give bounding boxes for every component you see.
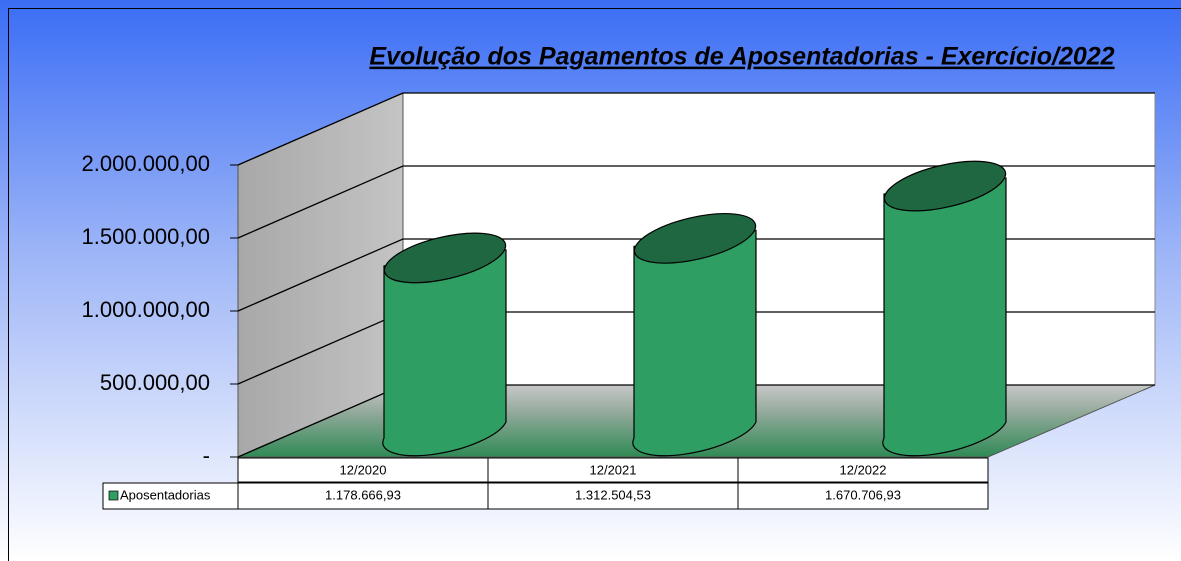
table-cell: [237, 457, 489, 483]
cylinder-body: [882, 177, 1007, 457]
legend-label: Aposentadorias: [120, 487, 211, 502]
y-tick-label: 500.000,00: [100, 370, 210, 395]
x-tick-label: 12/2021: [590, 462, 637, 477]
y-tick-label: 1.500.000,00: [82, 224, 210, 249]
data-label: 1.178.666,93: [325, 487, 401, 502]
table-cell: [487, 457, 739, 483]
table-cell: [237, 482, 489, 510]
cylinder-top: [883, 160, 1007, 212]
y-tick-label: 2.000.000,00: [82, 151, 210, 176]
x-tick-label: 12/2020: [340, 462, 387, 477]
y-tick-label: -: [203, 443, 210, 468]
legend-cell: [102, 482, 239, 510]
cylinder-body: [632, 229, 757, 457]
chart-title: Evolução dos Pagamentos de Aposentadoria…: [369, 43, 1114, 71]
y-tick-label: 1.000.000,00: [82, 297, 210, 322]
data-label: 1.670.706,93: [825, 487, 901, 502]
grid-line: [237, 165, 1155, 239]
cylinder-top: [383, 232, 507, 284]
legend-swatch: [108, 490, 119, 501]
x-tick-label: 12/2022: [840, 462, 887, 477]
data-label: 1.312.504,53: [575, 487, 651, 502]
table-cell: [737, 482, 989, 510]
table-cell: [487, 482, 739, 510]
cylinder-top: [633, 213, 757, 264]
grid-line: [237, 92, 1155, 166]
table-cell: [737, 457, 989, 483]
cylinder-body: [382, 249, 507, 457]
